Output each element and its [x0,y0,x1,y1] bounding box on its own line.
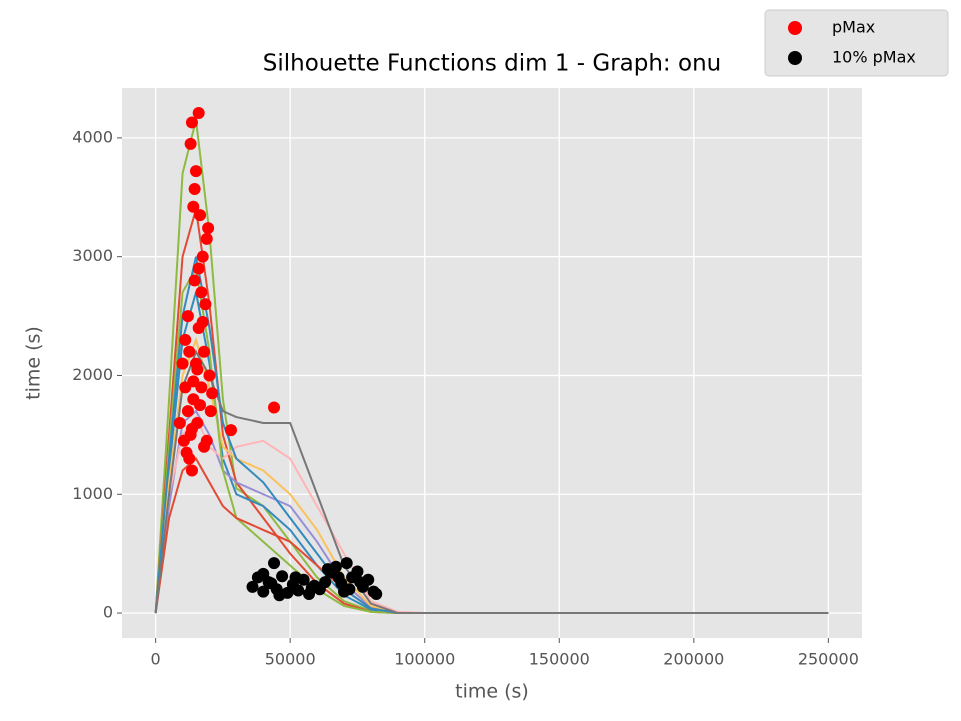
x-tick-label: 50000 [265,650,316,669]
legend-marker [788,51,802,65]
point [203,369,216,382]
point [319,576,332,589]
point [351,565,364,578]
point [191,363,204,376]
point [179,333,192,346]
point [185,464,198,477]
point [192,106,205,119]
point [194,209,207,222]
point [176,357,189,370]
legend-label: pMax [832,18,875,37]
point [190,165,202,178]
point [354,576,367,589]
point [196,250,209,263]
point [321,563,334,576]
point [268,557,281,570]
point [273,589,286,602]
y-tick-label: 4000 [72,127,113,146]
point [185,116,198,129]
point [257,567,270,580]
point [305,582,318,595]
point [265,577,278,590]
point [188,274,201,287]
x-tick-label: 0 [151,650,161,669]
point [181,310,194,323]
legend-label: 10% pMax [832,48,916,67]
point [200,232,213,245]
point [289,571,302,584]
point [340,557,353,570]
y-tick-label: 0 [103,603,113,622]
point [183,345,196,358]
point [276,570,289,583]
x-tick-label: 250000 [798,650,859,669]
point [185,422,198,435]
x-axis-label: time (s) [455,681,529,703]
point [194,399,207,412]
point [192,262,205,275]
point [187,375,200,388]
point [199,298,212,311]
point [200,434,213,447]
point [257,585,270,598]
point [370,588,383,601]
y-tick-label: 3000 [72,246,113,265]
legend-marker [788,21,802,35]
point [204,405,217,418]
point [292,584,305,597]
chart-title: Silhouette Functions dim 1 - Graph: onu [263,51,721,77]
x-tick-label: 200000 [663,650,724,669]
y-axis-label: time (s) [23,326,45,400]
point [183,452,196,465]
x-tick-label: 100000 [394,650,455,669]
point [224,424,237,437]
point [332,571,345,584]
x-tick-label: 150000 [529,650,590,669]
plot-background [122,88,862,638]
point [195,286,208,299]
point [184,137,197,150]
point [268,401,281,414]
point [181,405,194,418]
point [202,222,215,235]
y-tick-label: 2000 [72,365,113,384]
point [246,580,259,593]
point [343,583,356,596]
point [206,387,219,400]
point [188,182,201,195]
legend-box [764,9,949,77]
point [198,345,211,358]
point [196,316,209,329]
y-tick-label: 1000 [72,484,113,503]
point [173,416,186,429]
point [187,200,200,213]
